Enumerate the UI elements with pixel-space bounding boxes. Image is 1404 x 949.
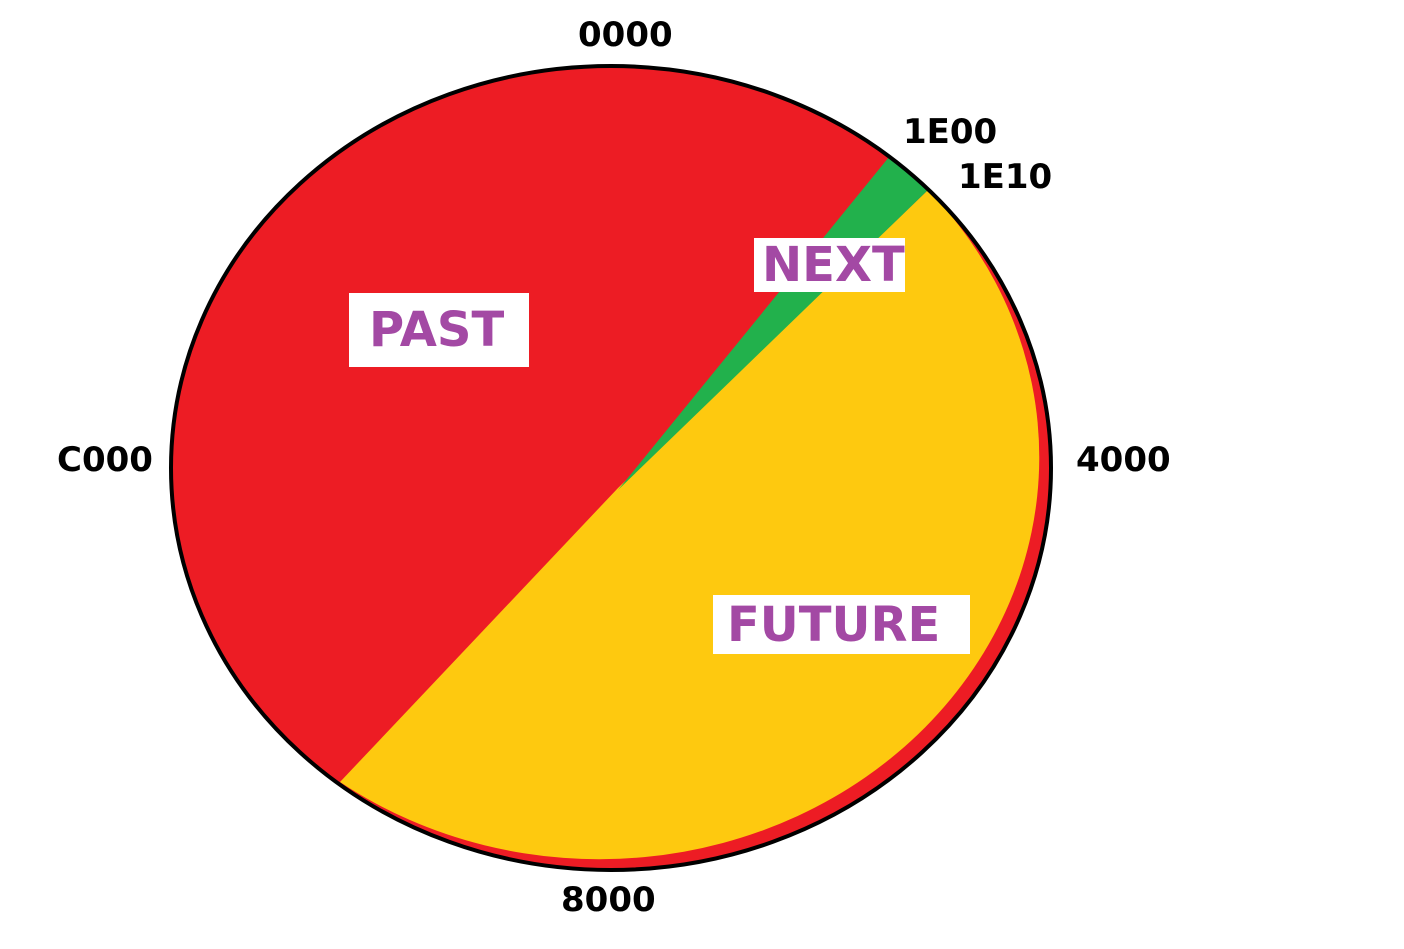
next-label: NEXT	[754, 238, 905, 292]
tick-label-1e10: 1E10	[958, 157, 1053, 197]
past-label: PAST	[349, 293, 529, 367]
circle-outline	[169, 64, 1053, 872]
tick-label-1e00: 1E00	[903, 112, 998, 152]
future-region	[340, 190, 1040, 860]
tick-label-8000: 8000	[561, 880, 656, 920]
tick-label-c000: C000	[57, 440, 153, 480]
tick-label-4000: 4000	[1076, 440, 1171, 480]
future-label: FUTURE	[713, 595, 970, 654]
tick-label-0000: 0000	[578, 15, 673, 55]
